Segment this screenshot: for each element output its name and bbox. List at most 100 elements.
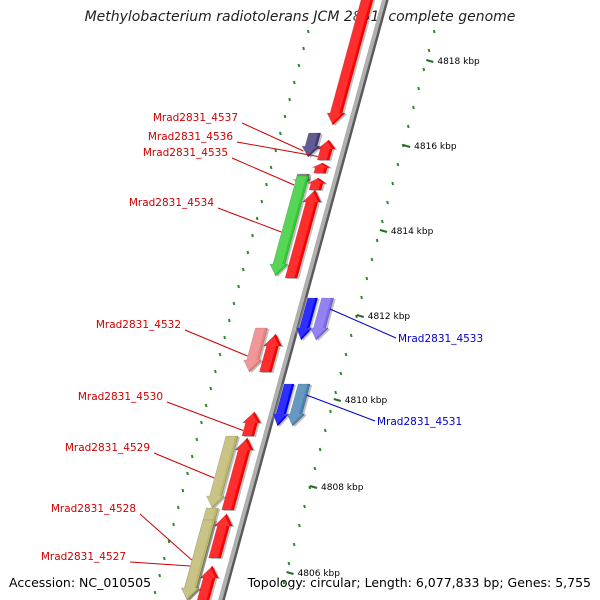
- label-leader-line: [153, 452, 215, 479]
- gc-skew-dot: [349, 333, 353, 338]
- backbone-line: [218, 0, 387, 600]
- gc-skew-dot: [329, 409, 332, 414]
- reverse-gene-a-feature: [324, 0, 376, 126]
- gc-dots-layer: [153, 29, 436, 595]
- gc-skew-dot: [318, 447, 322, 452]
- gc-skew-dot: [344, 352, 348, 357]
- gc-content-dot: [265, 182, 268, 187]
- label-leader-line: [139, 513, 193, 561]
- gc-skew-dot: [303, 504, 306, 509]
- topology-summary: Topology: circular; Length: 6,077,833 bp…: [247, 575, 591, 590]
- gc-content-dot: [283, 114, 287, 119]
- gc-skew-dot: [375, 238, 379, 243]
- gc-content-dot: [195, 437, 199, 442]
- gc-skew-dot: [334, 390, 338, 395]
- accession-text: Accession: NC_010505: [9, 575, 152, 590]
- gc-skew-dot: [308, 485, 312, 490]
- gc-content-dot: [274, 148, 278, 153]
- label-leader-line: [184, 329, 248, 357]
- gc-content-dot: [278, 131, 282, 136]
- gc-content-dot: [218, 352, 222, 357]
- backbone-layer: [218, 0, 389, 600]
- gene-label-mrad2831_4535: Mrad2831_4535: [143, 147, 228, 159]
- genome-title: Methylobacterium radiotolerans JCM 2831,…: [84, 9, 516, 25]
- scale-tick-mark: [333, 398, 342, 402]
- gc-content-dot: [246, 250, 250, 255]
- mrad2831_4531-feature: [284, 383, 313, 427]
- gc-content-dot: [200, 420, 203, 425]
- label-leader-line: [231, 157, 295, 186]
- gc-content-dot: [297, 63, 301, 68]
- gc-skew-dot: [406, 124, 410, 129]
- gc-skew-dot: [287, 561, 291, 566]
- gene-label-mrad2831_4533: Mrad2831_4533: [398, 333, 483, 345]
- scale-tick-label: 4810 kbp: [345, 396, 388, 406]
- gc-skew-dot: [339, 371, 343, 376]
- gc-skew-dot: [396, 162, 400, 167]
- gc-content-dot: [302, 46, 305, 51]
- gc-skew-dot: [432, 29, 436, 34]
- gc-content-dot: [190, 454, 194, 459]
- gc-skew-dot: [370, 257, 374, 262]
- reverse-gene-f-feature: [256, 333, 284, 373]
- gc-content-dot: [176, 505, 180, 510]
- reverse-gene-h-feature: [219, 437, 256, 511]
- reverse-gene-b-feature: [314, 139, 338, 161]
- reverse-gene-e-feature: [282, 189, 323, 279]
- label-leader-line: [329, 308, 397, 339]
- scale-tick-mark: [426, 59, 434, 63]
- gc-content-dot: [172, 522, 175, 527]
- scale-tick-label: 4808 kbp: [321, 483, 364, 493]
- gc-content-dot: [232, 301, 236, 306]
- gc-skew-dot: [297, 523, 301, 528]
- gene-label-mrad2831_4531: Mrad2831_4531: [377, 416, 462, 428]
- gc-skew-dot: [422, 67, 426, 72]
- gc-skew-dot: [365, 276, 369, 281]
- label-leader-line: [241, 122, 304, 152]
- gene-label-mrad2831_4527: Mrad2831_4527: [41, 551, 126, 563]
- reverse-gene-c-feature: [309, 162, 333, 174]
- gc-content-dot: [186, 471, 189, 476]
- gc-skew-dot: [355, 314, 358, 319]
- gc-content-dot: [223, 335, 227, 340]
- reverse-gene-g-feature: [239, 411, 263, 437]
- scale-tick-mark: [286, 571, 294, 575]
- gene-label-mrad2831_4537: Mrad2831_4537: [153, 112, 238, 124]
- gc-content-dot: [162, 556, 166, 561]
- gc-content-dot: [227, 318, 231, 323]
- gene-label-mrad2831_4536: Mrad2831_4536: [148, 131, 233, 143]
- reverse-gene-i-feature: [205, 513, 235, 559]
- gc-skew-dot: [386, 200, 389, 205]
- scale-tick-mark: [402, 144, 411, 148]
- feature-layer: [178, 0, 376, 600]
- gc-content-dot: [237, 284, 240, 289]
- gc-skew-dot: [282, 580, 286, 585]
- gc-skew-dot: [292, 542, 296, 547]
- scale-tick-mark: [379, 229, 388, 233]
- gc-content-dot: [204, 403, 208, 408]
- scale-tick-label: 4806 kbp: [298, 569, 341, 579]
- label-leader-line: [166, 401, 244, 431]
- label-layer: Mrad2831_4537 Mrad2831_4536 Mrad2831_4535 M…: [41, 57, 483, 579]
- scale-tick-label: 4812 kbp: [368, 312, 411, 322]
- gc-skew-dot: [427, 48, 431, 53]
- reverse-gene-j-feature: [194, 565, 221, 600]
- gc-content-dot: [158, 573, 162, 578]
- gene-label-mrad2831_4534: Mrad2831_4534: [129, 197, 214, 209]
- gene-label-mrad2831_4532: Mrad2831_4532: [96, 319, 181, 331]
- label-leader-line: [217, 207, 282, 233]
- forward-gene-6-feature: [270, 383, 297, 427]
- gc-content-dot: [241, 267, 245, 272]
- gc-content-dot: [288, 97, 292, 102]
- gc-skew-dot: [412, 105, 415, 110]
- gc-content-dot: [214, 369, 217, 374]
- gc-skew-dot: [360, 295, 363, 300]
- mrad2831_4532-feature: [241, 327, 270, 373]
- gc-skew-dot: [323, 428, 327, 433]
- scale-tick-mark: [356, 314, 365, 318]
- gc-content-dot: [255, 216, 259, 221]
- mrad2831_4529-feature: [203, 435, 240, 509]
- gc-content-dot: [260, 199, 264, 204]
